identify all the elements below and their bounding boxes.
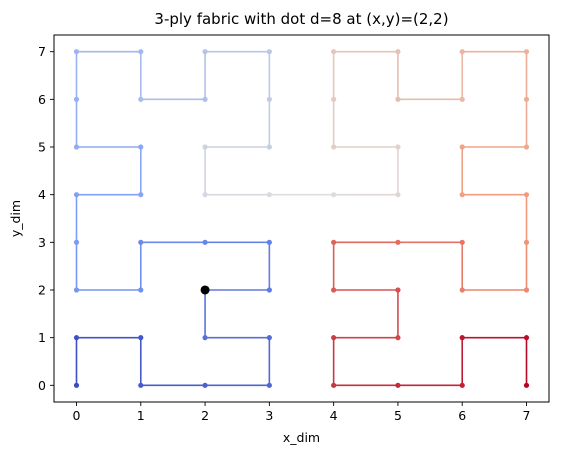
path-point [73, 239, 80, 245]
x-tick-label: 7 [523, 408, 531, 423]
x-tick-label: 6 [458, 408, 466, 423]
series-layer [75, 50, 528, 387]
points-layer [73, 49, 530, 388]
x-tick-label: 4 [330, 408, 338, 423]
path-point [331, 192, 337, 198]
chart-title: 3-ply fabric with dot d=8 at (x,y)=(2,2) [154, 10, 448, 28]
path-point [395, 335, 401, 341]
axes-frame [53, 34, 550, 403]
path-point [331, 382, 337, 388]
path-point [331, 49, 337, 55]
path-point [459, 192, 465, 198]
path-point [395, 192, 401, 198]
path-point [202, 144, 208, 150]
path-point [138, 49, 144, 55]
y-tick-label: 5 [38, 140, 46, 155]
y-tick-label: 0 [38, 378, 46, 393]
x-tick-label: 1 [137, 408, 145, 423]
path-point [266, 49, 272, 55]
path-point [73, 96, 80, 102]
path-point [266, 96, 272, 102]
path-point [202, 239, 208, 245]
path-point [459, 382, 465, 388]
x-tick-label: 0 [73, 408, 81, 423]
path-point [266, 192, 272, 198]
path-point [202, 192, 208, 198]
y-tick-label: 4 [38, 187, 46, 202]
path-point [395, 96, 401, 102]
path-point [459, 239, 465, 245]
y-tick-label: 2 [38, 282, 46, 297]
path-point [266, 287, 272, 293]
path-point [459, 287, 465, 293]
path-point [266, 335, 272, 341]
path-point [523, 239, 530, 245]
path-point [395, 382, 401, 388]
path-point [523, 382, 530, 388]
path-point [202, 382, 208, 388]
path-point [459, 49, 465, 55]
path-point [73, 335, 80, 341]
path-point [138, 144, 144, 150]
path-point [459, 96, 465, 102]
path-point [202, 49, 208, 55]
x-tick-label: 2 [201, 408, 209, 423]
path-point [73, 287, 80, 293]
x-axis-label: x_dim [283, 430, 320, 445]
path-point [73, 382, 80, 388]
path-point [138, 382, 144, 388]
path-point [138, 96, 144, 102]
path-point [73, 192, 80, 198]
path-point [73, 144, 80, 150]
path-point [331, 287, 337, 293]
path-point [266, 144, 272, 150]
x-tick-label: 5 [394, 408, 402, 423]
path-point [523, 96, 530, 102]
path-point [73, 49, 80, 55]
y-ticks: 0 1 2 3 4 5 6 7 [38, 44, 54, 393]
y-axis-label: y_dim [8, 200, 23, 237]
path-point [138, 192, 144, 198]
path-point [331, 144, 337, 150]
path-point [138, 287, 144, 293]
path-point [523, 192, 530, 198]
path-point [523, 335, 530, 341]
highlight-dot [200, 285, 210, 295]
x-ticks: 0 1 2 3 4 5 6 7 [73, 402, 531, 423]
path-point [331, 335, 337, 341]
path-point [459, 144, 465, 150]
path-point [331, 239, 337, 245]
path-point [266, 382, 272, 388]
path-point [395, 49, 401, 55]
x-tick-label: 3 [265, 408, 273, 423]
y-tick-label: 3 [38, 235, 46, 250]
path-point [395, 287, 401, 293]
path-point [459, 335, 465, 341]
path-point [395, 239, 401, 245]
path-point [331, 96, 337, 102]
path-point [266, 239, 272, 245]
path-point [138, 335, 144, 341]
y-tick-label: 1 [38, 330, 46, 345]
path-point [523, 49, 530, 55]
path-point [395, 144, 401, 150]
path-point [138, 239, 144, 245]
path-point [202, 96, 208, 102]
y-tick-label: 6 [38, 92, 46, 107]
path-point [523, 144, 530, 150]
path-point [523, 287, 530, 293]
y-tick-label: 7 [38, 44, 46, 59]
highlight-layer [200, 285, 210, 295]
path-point [202, 335, 208, 341]
